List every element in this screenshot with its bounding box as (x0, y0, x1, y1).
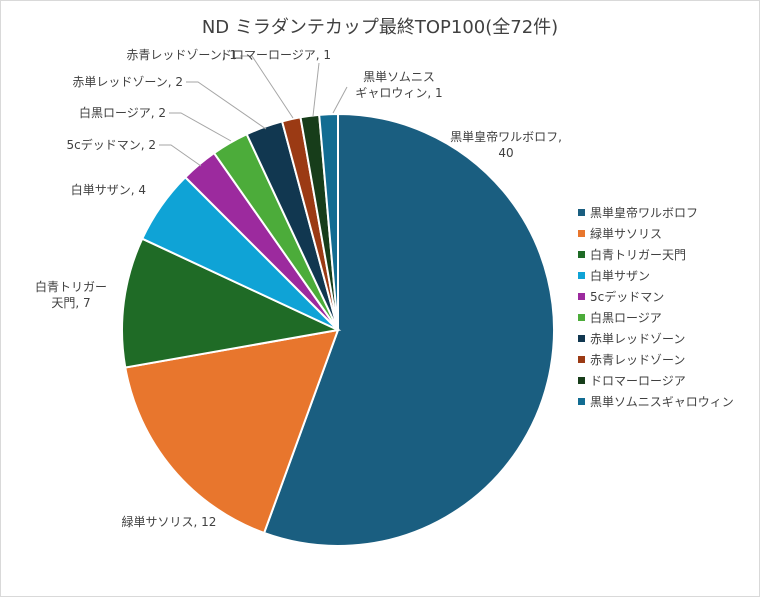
legend-label-7: 赤単レッドゾーン (590, 332, 685, 346)
pie-slice-10 (318, 112, 339, 331)
data-label-5: 5cデッドマン, 2 (67, 137, 157, 152)
chart-title: ND ミラダンテカップ最終TOP100(全72件) (202, 17, 558, 38)
data-label-9: ドロマーロージア, 1 (220, 48, 331, 62)
legend-swatch-10 (578, 398, 585, 405)
data-label-4: 白単サザン, 4 (71, 182, 146, 197)
data-label-2: 緑単サソリス, 12 (122, 514, 217, 529)
legend-swatch-3 (578, 251, 585, 258)
leader-line-5 (159, 144, 202, 167)
leader-line-7 (186, 81, 267, 130)
legend-swatch-9 (578, 377, 585, 384)
legend-swatch-1 (578, 209, 585, 216)
data-label-10: 黒単ソムニスギャロウィン, 1 (355, 70, 442, 100)
leader-line-9 (312, 62, 320, 117)
leader-line-10 (332, 86, 348, 114)
legend-label-2: 緑単サソリス (590, 226, 662, 241)
legend-label-4: 白単サザン (590, 268, 650, 283)
legend-swatch-7 (578, 335, 585, 342)
legend-label-3: 白青トリガー天門 (590, 247, 686, 262)
legend-label-1: 黒単皇帝ワルボロフ (590, 205, 698, 220)
pie-slice-1 (262, 112, 556, 547)
data-label-7: 赤単レッドゾーン, 2 (72, 75, 183, 89)
leader-line-8 (240, 55, 294, 119)
legend-swatch-5 (578, 293, 585, 300)
data-label-1: 黒単皇帝ワルボロフ, 40 (450, 129, 562, 160)
leader-line-6 (169, 112, 232, 142)
legend-label-8: 赤青レッドゾーン (590, 353, 685, 367)
legend-label-5: 5cデッドマン (590, 289, 664, 304)
legend-swatch-4 (578, 272, 585, 279)
legend-label-9: ドロマーロージア (590, 374, 686, 388)
legend-swatch-6 (578, 314, 585, 321)
legend-swatch-2 (578, 230, 585, 237)
legend-label-10: 黒単ソムニスギャロウィン (590, 395, 734, 409)
data-label-6: 白黒ロージア, 2 (79, 105, 166, 120)
pie-slice-2 (124, 328, 340, 535)
data-label-8: 赤青レッドゾーン, 1 (126, 48, 237, 62)
legend-label-6: 白黒ロージア (590, 310, 662, 325)
pie-slice-3 (121, 237, 342, 369)
legend-swatch-8 (578, 356, 585, 363)
data-label-3: 白青トリガー天門, 7 (35, 279, 107, 310)
